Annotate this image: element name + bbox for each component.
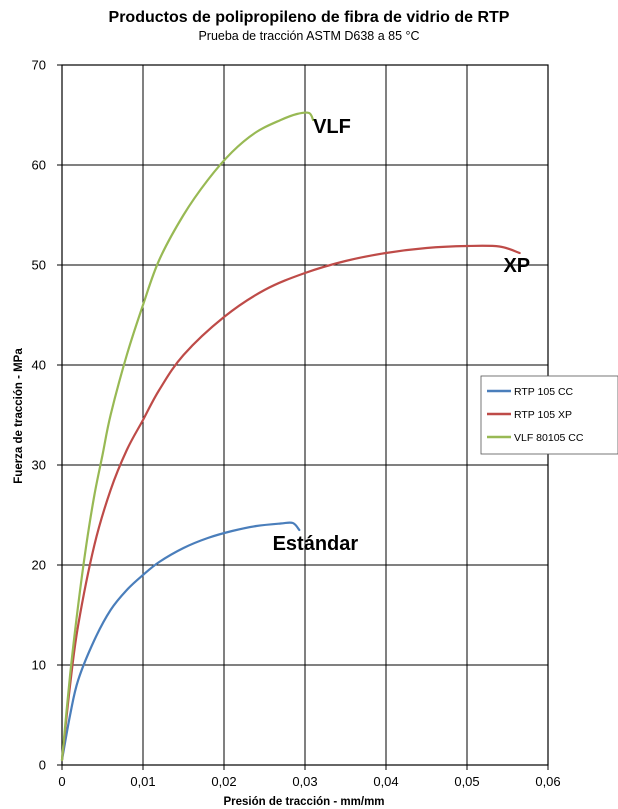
series-lines — [60, 111, 521, 762]
y-tick-label: 30 — [32, 458, 46, 473]
x-tick-label: 0,06 — [535, 774, 560, 789]
x-tick-label: 0,03 — [292, 774, 317, 789]
x-tick-label: 0,04 — [373, 774, 398, 789]
series-line-2 — [60, 244, 521, 762]
annotation-label-2: XP — [503, 255, 530, 277]
y-tick-label: 70 — [32, 58, 46, 73]
annotation-label-3: Estándar — [273, 533, 359, 555]
x-axis-label: Presión de tracción - mm/mm — [223, 796, 384, 808]
series-line-1 — [60, 521, 301, 762]
x-tick-label: 0,05 — [454, 774, 479, 789]
x-tick-label: 0,02 — [211, 774, 236, 789]
chart-subtitle: Prueba de tracción ASTM D638 a 85 °C — [198, 29, 419, 43]
legend-label-1: RTP 105 CC — [514, 386, 574, 398]
y-tick-label: 60 — [32, 158, 46, 173]
series-line-3 — [60, 111, 315, 762]
tick-labels: 0 0,01 0,02 0,03 0,04 0,05 0,06 0 10 20 30 40 50 60 70 — [32, 58, 561, 790]
y-tick-label: 20 — [32, 558, 46, 573]
x-tick-label: 0 — [58, 774, 65, 789]
x-tick-label: 0,01 — [130, 774, 155, 789]
annotations: VLF XP Estándar — [273, 116, 531, 555]
grid — [57, 64, 549, 770]
legend-label-3: VLF 80105 CC — [514, 432, 584, 444]
annotation-label-1: VLF — [313, 116, 351, 138]
y-tick-label: 40 — [32, 358, 46, 373]
chart-title: Productos de polipropileno de fibra de v… — [109, 9, 510, 26]
y-tick-label: 10 — [32, 658, 46, 673]
legend-label-2: RTP 105 XP — [514, 409, 572, 421]
y-tick-label: 50 — [32, 258, 46, 273]
y-tick-label: 0 — [39, 758, 46, 773]
y-axis-label: Fuerza de tracción - MPa — [13, 348, 25, 484]
legend: RTP 105 CC RTP 105 XP VLF 80105 CC — [480, 375, 618, 455]
